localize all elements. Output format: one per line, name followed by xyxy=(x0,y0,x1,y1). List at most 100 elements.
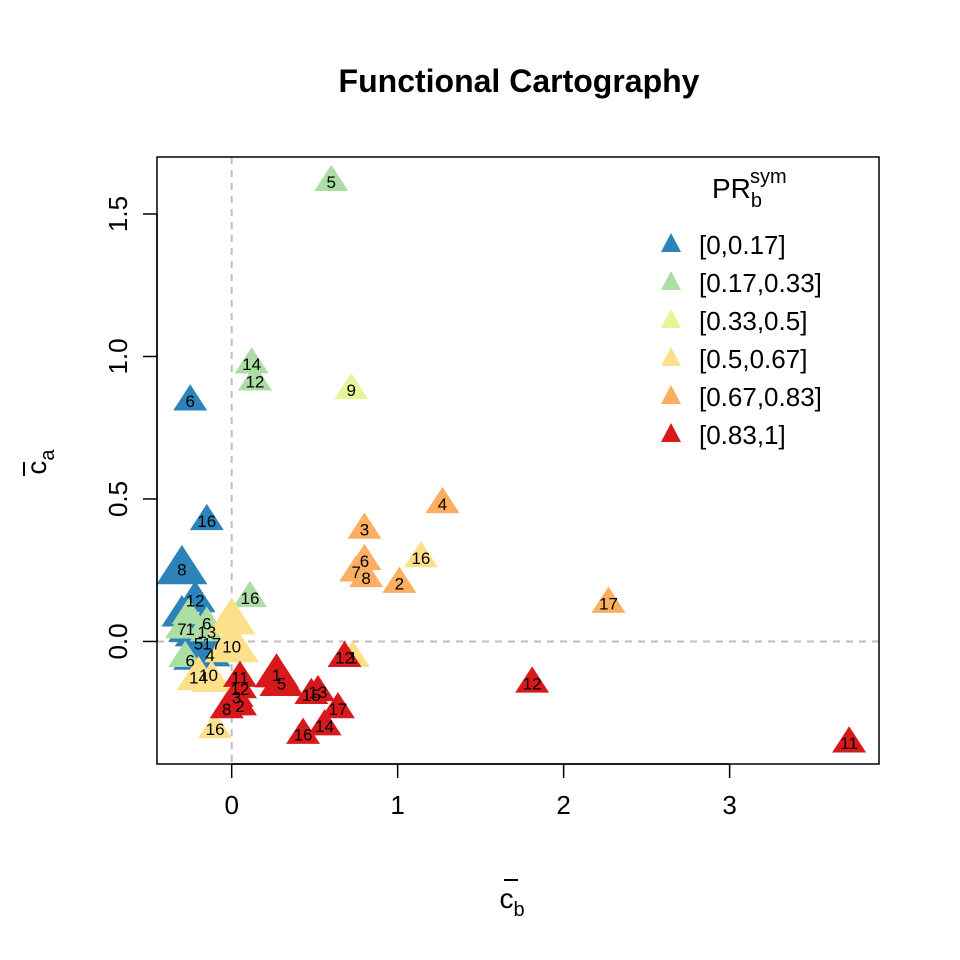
data-point xyxy=(382,566,417,593)
legend-marker xyxy=(661,423,681,442)
x-axis-label-sub: b xyxy=(513,899,524,921)
reference-lines xyxy=(157,157,879,764)
legend-label: [0.67,0.83] xyxy=(699,382,822,412)
data-point xyxy=(207,597,256,635)
data-point xyxy=(189,503,224,531)
x-axis-label: cb xyxy=(499,879,525,921)
x-tick-label: 1 xyxy=(390,790,404,820)
point-label: 12 xyxy=(335,649,354,668)
data-point xyxy=(209,692,244,719)
data-point xyxy=(156,544,208,585)
point-label: 16 xyxy=(206,720,225,739)
point-label: 16 xyxy=(240,589,259,608)
point-label: 9 xyxy=(346,381,355,400)
legend-marker xyxy=(661,271,681,290)
point-label: 8 xyxy=(222,700,231,719)
point-label: 10 xyxy=(222,637,241,656)
x-tick-label: 2 xyxy=(556,790,570,820)
point-label: 8 xyxy=(361,569,370,588)
point-label: 17 xyxy=(599,595,618,614)
point-label: 13 xyxy=(309,683,328,702)
point-label: 4 xyxy=(205,646,214,665)
point-label: 1 xyxy=(348,649,357,668)
data-point xyxy=(237,364,272,391)
y-axis-label-main: c xyxy=(21,461,52,475)
point-label: 16 xyxy=(411,549,430,568)
point-label: 7 xyxy=(177,620,186,639)
legend-marker xyxy=(661,347,681,366)
point-label: 1 xyxy=(272,666,281,685)
point-label: 12 xyxy=(245,372,264,391)
legend-label: [0.17,0.33] xyxy=(699,268,822,298)
point-label: 12 xyxy=(231,680,250,699)
point-label: 3 xyxy=(360,520,369,539)
svg-text:cb: cb xyxy=(499,883,524,921)
data-point xyxy=(204,620,259,663)
point-label: 4 xyxy=(438,495,447,514)
point-label: 5 xyxy=(327,173,336,192)
point-label: 13 xyxy=(197,623,216,642)
legend-marker xyxy=(661,385,681,404)
point-label: 15 xyxy=(302,686,321,705)
y-tick-label: 0.5 xyxy=(103,481,133,517)
legend-title: PRbsym xyxy=(712,166,787,212)
data-point xyxy=(403,540,438,568)
y-tick-label: 1.5 xyxy=(103,196,133,232)
data-point xyxy=(168,640,203,667)
data-point xyxy=(191,660,233,693)
data-point xyxy=(515,666,550,693)
point-label: 6 xyxy=(185,392,194,411)
point-label: 8 xyxy=(177,560,186,579)
point-label: 17 xyxy=(202,634,221,653)
data-point xyxy=(286,717,321,744)
data-point xyxy=(591,586,626,613)
y-tick-label: 1.0 xyxy=(103,338,133,374)
point-label: 12 xyxy=(186,592,205,611)
legend-title-sub: b xyxy=(751,190,762,212)
point-label: 6 xyxy=(360,552,369,571)
data-point xyxy=(164,612,199,639)
data-point xyxy=(173,384,208,411)
point-label: 11 xyxy=(231,669,249,688)
point-label: 2 xyxy=(235,697,244,716)
chart-title: Functional Cartography xyxy=(339,63,700,99)
legend-label: [0.33,0.5] xyxy=(699,306,807,336)
data-point xyxy=(314,164,349,192)
point-label: 6 xyxy=(202,615,211,634)
data-point xyxy=(198,711,233,739)
x-axis: 0 1 2 3 xyxy=(224,763,737,820)
legend-title-sup: sym xyxy=(750,166,787,188)
point-label: 14 xyxy=(189,669,208,688)
data-point xyxy=(832,726,867,753)
data-point xyxy=(189,615,224,642)
point-label: 6 xyxy=(185,652,194,671)
x-axis-label-main: c xyxy=(499,883,513,914)
y-axis-label-sub: a xyxy=(37,449,59,461)
point-label: 5 xyxy=(194,634,203,653)
data-point xyxy=(294,677,329,705)
point-label: 10 xyxy=(199,666,218,685)
point-label: 3 xyxy=(232,689,241,708)
point-label: 5 xyxy=(277,674,286,693)
data-point xyxy=(349,560,384,588)
legend-label: [0.83,1] xyxy=(699,420,786,450)
point-label: 14 xyxy=(242,355,261,374)
data-point xyxy=(334,372,369,400)
point-label: 16 xyxy=(197,512,216,531)
data-point xyxy=(307,709,342,736)
data-point xyxy=(259,661,304,696)
data-point xyxy=(320,692,355,719)
y-axis-label: ca xyxy=(21,449,59,476)
point-label: 2 xyxy=(395,575,404,594)
x-tick-label: 0 xyxy=(224,790,238,820)
y-tick-label: 0.0 xyxy=(103,623,133,659)
point-label: 7 xyxy=(351,563,360,582)
point-label: 17 xyxy=(328,700,347,719)
x-tick-label: 3 xyxy=(722,790,736,820)
data-point xyxy=(425,486,460,514)
y-axis: 0.0 0.5 1.0 1.5 xyxy=(103,196,158,660)
point-label: 1 xyxy=(185,620,194,639)
point-label: 11 xyxy=(840,734,858,753)
point-label: 14 xyxy=(315,717,334,736)
